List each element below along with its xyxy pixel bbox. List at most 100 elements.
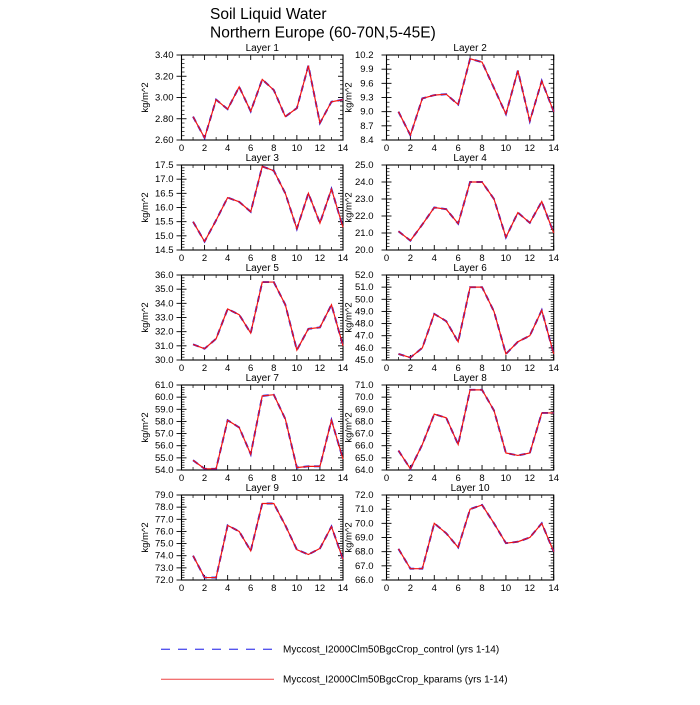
svg-text:46.0: 46.0 [355,343,374,354]
svg-text:12: 12 [525,363,536,374]
svg-text:4: 4 [225,253,230,264]
svg-text:2: 2 [408,583,413,594]
svg-text:14: 14 [338,363,349,374]
svg-text:12: 12 [525,253,536,264]
svg-text:14: 14 [338,473,349,484]
svg-text:Layer 5: Layer 5 [246,263,280,274]
svg-text:67.0: 67.0 [355,561,374,572]
svg-text:66.0: 66.0 [355,575,374,586]
svg-text:2.60: 2.60 [155,135,174,146]
svg-text:65.0: 65.0 [355,453,374,464]
svg-text:Layer 4: Layer 4 [453,153,487,164]
svg-text:15.5: 15.5 [155,217,174,228]
svg-text:16.0: 16.0 [155,203,174,214]
svg-text:2: 2 [202,143,207,154]
svg-text:77.0: 77.0 [155,514,174,525]
svg-text:20.0: 20.0 [355,245,374,256]
svg-text:14: 14 [548,253,559,264]
svg-text:0: 0 [179,473,184,484]
svg-text:2: 2 [408,473,413,484]
svg-text:Layer 3: Layer 3 [246,153,280,164]
svg-text:72.0: 72.0 [355,490,374,501]
svg-text:2: 2 [408,143,413,154]
svg-text:kg/m^2: kg/m^2 [344,522,355,552]
svg-text:10.2: 10.2 [355,50,374,61]
svg-text:68.0: 68.0 [355,416,374,427]
svg-text:0: 0 [384,473,389,484]
svg-text:36.0: 36.0 [155,270,174,281]
svg-text:10: 10 [292,363,303,374]
svg-text:3.00: 3.00 [155,93,174,104]
svg-text:10: 10 [292,583,303,594]
svg-text:10: 10 [292,473,303,484]
svg-text:31.0: 31.0 [155,341,174,352]
svg-text:56.0: 56.0 [155,441,174,452]
svg-text:10: 10 [501,363,512,374]
svg-text:69.0: 69.0 [355,404,374,415]
svg-text:64.0: 64.0 [355,465,374,476]
svg-text:2: 2 [202,583,207,594]
svg-text:0: 0 [384,143,389,154]
svg-text:kg/m^2: kg/m^2 [344,302,355,332]
svg-text:34.0: 34.0 [155,298,174,309]
svg-text:10: 10 [292,253,303,264]
svg-text:14: 14 [548,583,559,594]
svg-text:69.0: 69.0 [355,533,374,544]
svg-text:12: 12 [525,473,536,484]
svg-text:9.3: 9.3 [360,93,373,104]
svg-text:8.7: 8.7 [360,121,373,132]
svg-text:68.0: 68.0 [355,547,374,558]
svg-text:72.0: 72.0 [155,575,174,586]
svg-text:8: 8 [479,583,484,594]
svg-text:12: 12 [315,363,326,374]
svg-text:73.0: 73.0 [155,563,174,574]
svg-text:71.0: 71.0 [355,380,374,391]
svg-text:2: 2 [408,253,413,264]
svg-text:10: 10 [501,583,512,594]
svg-text:6: 6 [248,583,253,594]
svg-text:14.5: 14.5 [155,245,174,256]
svg-text:4: 4 [225,473,230,484]
svg-text:59.0: 59.0 [155,404,174,415]
svg-text:kg/m^2: kg/m^2 [140,302,151,332]
svg-text:2.80: 2.80 [155,114,174,125]
svg-text:9.0: 9.0 [360,107,373,118]
svg-text:4: 4 [432,363,437,374]
svg-text:Layer 9: Layer 9 [246,483,280,494]
svg-text:60.0: 60.0 [155,392,174,403]
svg-text:0: 0 [384,583,389,594]
svg-text:2: 2 [202,473,207,484]
svg-text:35.0: 35.0 [155,284,174,295]
svg-text:10: 10 [292,143,303,154]
svg-text:4: 4 [225,143,230,154]
svg-text:kg/m^2: kg/m^2 [140,522,151,552]
svg-text:14: 14 [548,143,559,154]
svg-text:78.0: 78.0 [155,502,174,513]
svg-text:15.0: 15.0 [155,231,174,242]
svg-text:12: 12 [315,583,326,594]
svg-text:25.0: 25.0 [355,160,374,171]
svg-text:48.0: 48.0 [355,319,374,330]
svg-text:kg/m^2: kg/m^2 [140,412,151,442]
svg-text:50.0: 50.0 [355,294,374,305]
svg-text:23.0: 23.0 [355,194,374,205]
svg-text:58.0: 58.0 [155,416,174,427]
svg-text:67.0: 67.0 [355,429,374,440]
svg-text:30.0: 30.0 [155,355,174,366]
svg-text:10: 10 [501,473,512,484]
svg-text:Layer 1: Layer 1 [246,43,280,54]
svg-text:Layer 10: Layer 10 [451,483,490,494]
svg-text:45.0: 45.0 [355,355,374,366]
svg-text:9.6: 9.6 [360,78,373,89]
svg-text:6: 6 [456,583,461,594]
svg-text:12: 12 [315,143,326,154]
svg-text:14: 14 [548,473,559,484]
svg-text:4: 4 [432,583,437,594]
svg-text:70.0: 70.0 [355,518,374,529]
svg-text:54.0: 54.0 [155,465,174,476]
svg-text:3.40: 3.40 [155,50,174,61]
svg-text:57.0: 57.0 [155,429,174,440]
svg-text:0: 0 [179,583,184,594]
svg-text:3.20: 3.20 [155,71,174,82]
svg-text:22.0: 22.0 [355,211,374,222]
